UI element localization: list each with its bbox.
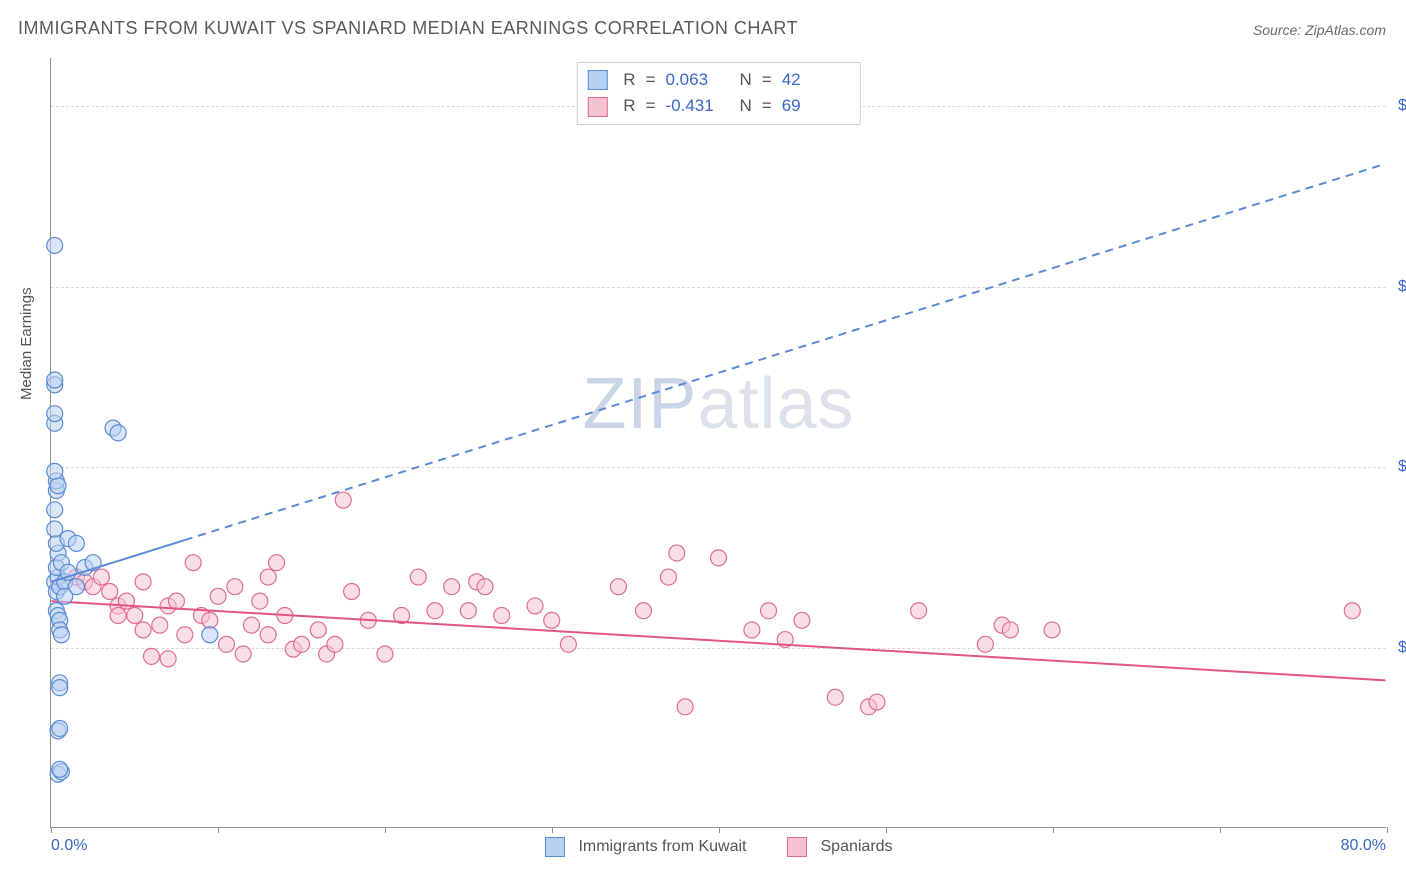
data-point [1002, 622, 1018, 638]
data-point [527, 598, 543, 614]
data-point [344, 584, 360, 600]
data-point [869, 694, 885, 710]
swatch-kuwait-icon [544, 837, 564, 857]
y-tick-label: $150,000 [1388, 97, 1406, 115]
data-point [677, 699, 693, 715]
data-point [47, 372, 63, 388]
swatch-spaniards-icon [787, 837, 807, 857]
y-axis-label: Median Earnings [18, 287, 35, 400]
data-point [977, 636, 993, 652]
x-tick [218, 827, 219, 833]
data-point [427, 603, 443, 619]
data-point [135, 622, 151, 638]
data-point [50, 478, 66, 494]
data-point [168, 593, 184, 609]
data-point [711, 550, 727, 566]
data-point [202, 627, 218, 643]
legend-item-kuwait: Immigrants from Kuwait [544, 837, 746, 857]
data-point [53, 627, 69, 643]
series-legend: Immigrants from Kuwait Spaniards [544, 837, 892, 857]
data-point [544, 612, 560, 628]
x-tick [51, 827, 52, 833]
data-point [294, 636, 310, 652]
data-point [47, 463, 63, 479]
data-point [444, 579, 460, 595]
data-point [669, 545, 685, 561]
data-point [477, 579, 493, 595]
data-point [827, 689, 843, 705]
x-axis-max-label: 80.0% [1341, 837, 1386, 855]
data-point [52, 680, 68, 696]
data-point [102, 584, 118, 600]
trend-line [51, 601, 1385, 680]
data-point [110, 608, 126, 624]
data-point [1044, 622, 1060, 638]
data-point [260, 569, 276, 585]
x-tick [552, 827, 553, 833]
source-attribution: Source: ZipAtlas.com [1253, 22, 1386, 38]
data-point [52, 720, 68, 736]
data-point [335, 492, 351, 508]
data-point [252, 593, 268, 609]
chart-title: IMMIGRANTS FROM KUWAIT VS SPANIARD MEDIA… [18, 18, 798, 39]
y-tick-label: $112,500 [1388, 278, 1406, 296]
x-tick [1053, 827, 1054, 833]
data-point [911, 603, 927, 619]
data-point [227, 579, 243, 595]
data-point [460, 603, 476, 619]
data-point [57, 588, 73, 604]
data-point [110, 425, 126, 441]
plot-area: ZIPatlas $37,500$75,000$112,500$150,000 … [50, 58, 1386, 828]
data-point [377, 646, 393, 662]
data-point [269, 555, 285, 571]
data-point [260, 627, 276, 643]
x-tick [1220, 827, 1221, 833]
data-point [219, 636, 235, 652]
data-point [93, 569, 109, 585]
data-point [143, 648, 159, 664]
x-axis-min-label: 0.0% [51, 837, 87, 855]
x-tick [719, 827, 720, 833]
data-point [1344, 603, 1360, 619]
data-point [210, 588, 226, 604]
data-point [635, 603, 651, 619]
data-point [310, 622, 326, 638]
data-point [68, 535, 84, 551]
data-point [794, 612, 810, 628]
data-point [244, 617, 260, 633]
data-point [185, 555, 201, 571]
legend-label-spaniards: Spaniards [821, 838, 893, 856]
data-point [47, 521, 63, 537]
data-point [127, 608, 143, 624]
data-point [410, 569, 426, 585]
x-tick [385, 827, 386, 833]
legend-item-spaniards: Spaniards [787, 837, 893, 857]
data-point [610, 579, 626, 595]
data-point [327, 636, 343, 652]
x-tick [886, 827, 887, 833]
data-point [560, 636, 576, 652]
data-point [660, 569, 676, 585]
x-tick [1387, 827, 1388, 833]
data-point [494, 608, 510, 624]
data-point [761, 603, 777, 619]
data-point [52, 761, 68, 777]
data-point [47, 237, 63, 253]
data-point [177, 627, 193, 643]
data-point [47, 406, 63, 422]
data-point [744, 622, 760, 638]
data-point [160, 651, 176, 667]
data-point [47, 502, 63, 518]
data-point [235, 646, 251, 662]
y-tick-label: $75,000 [1388, 458, 1406, 476]
legend-label-kuwait: Immigrants from Kuwait [578, 838, 746, 856]
trend-line-extrapolated [185, 164, 1386, 540]
scatter-layer [51, 58, 1386, 827]
data-point [202, 612, 218, 628]
y-tick-label: $37,500 [1388, 639, 1406, 657]
data-point [152, 617, 168, 633]
data-point [135, 574, 151, 590]
